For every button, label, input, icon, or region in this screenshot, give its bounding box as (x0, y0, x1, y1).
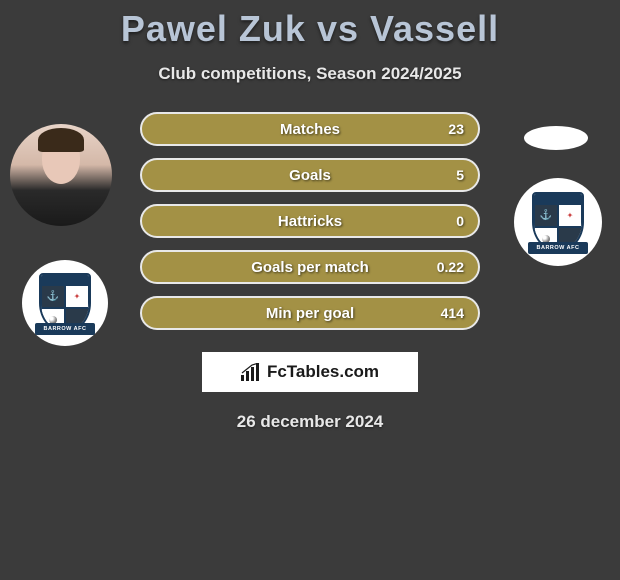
stat-value: 414 (441, 305, 464, 321)
player-left-avatar (10, 124, 112, 226)
stat-label: Matches (280, 121, 340, 138)
stat-bar-matches: Matches 23 (140, 112, 480, 146)
stat-value: 0.22 (437, 259, 464, 275)
brand-logo-box: FcTables.com (202, 352, 418, 392)
stat-bar-goals: Goals 5 (140, 158, 480, 192)
crest-banner-left: BARROW AFC (35, 323, 95, 335)
chart-icon (241, 363, 261, 381)
brand-logo-text: FcTables.com (267, 362, 379, 382)
stat-label: Hattricks (278, 213, 342, 230)
stat-label: Goals (289, 167, 331, 184)
header: Pawel Zuk vs Vassell Club competitions, … (0, 0, 620, 84)
stat-bar-hattricks: Hattricks 0 (140, 204, 480, 238)
page-title: Pawel Zuk vs Vassell (0, 8, 620, 50)
player-face (42, 136, 80, 184)
stat-value: 5 (456, 167, 464, 183)
stat-bar-goals-per-match: Goals per match 0.22 (140, 250, 480, 284)
stat-label: Min per goal (266, 305, 354, 322)
player-right-avatar (524, 126, 588, 150)
stat-bar-min-per-goal: Min per goal 414 (140, 296, 480, 330)
subtitle: Club competitions, Season 2024/2025 (0, 64, 620, 84)
club-right-crest: ⚓ ✦ BARROW AFC (514, 178, 602, 266)
stat-label: Goals per match (251, 259, 369, 276)
date-text: 26 december 2024 (0, 412, 620, 432)
crest-banner-right: BARROW AFC (528, 242, 588, 254)
club-left-crest: ⚓ ✦ BARROW AFC (22, 260, 108, 346)
stat-value: 23 (448, 121, 464, 137)
stat-value: 0 (456, 213, 464, 229)
